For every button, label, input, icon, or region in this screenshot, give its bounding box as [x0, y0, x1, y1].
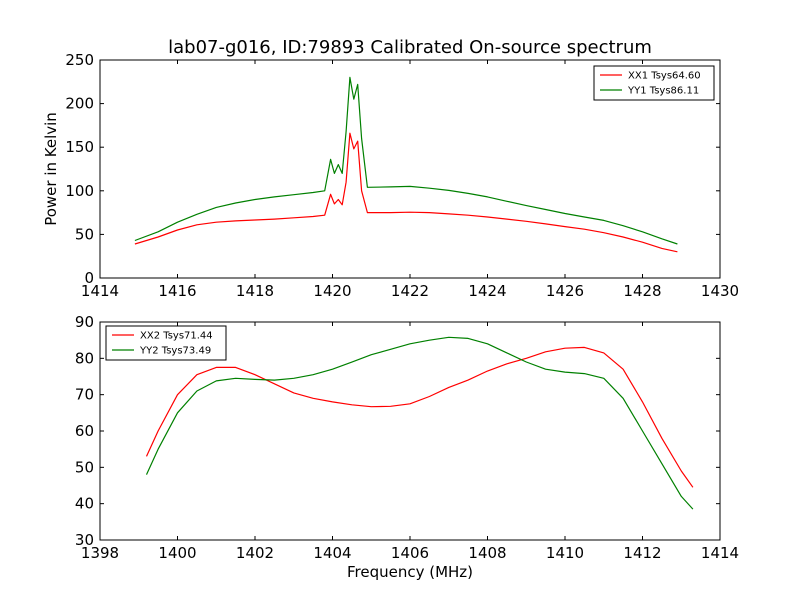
- top-legend-box: [593, 65, 715, 101]
- bottom-y-tick-label: 50: [75, 458, 94, 476]
- plot-bottom-series: [145, 336, 694, 510]
- top-y-tick-label: 0: [84, 269, 94, 287]
- bottom-legend-box: [105, 325, 227, 361]
- top-y-tick-label: 250: [65, 51, 94, 69]
- top-x-tick-label: 1420: [313, 282, 351, 300]
- top-y-tick-label: 100: [65, 182, 94, 200]
- plot-bottom: 1398 1400 1402 1404 1406 1408 1410 1412 1414 30 40…: [75, 313, 739, 581]
- bottom-x-tick-label: 1406: [391, 544, 429, 562]
- bottom-x-tick-label: 1404: [313, 544, 351, 562]
- bottom-series-2-line: [145, 336, 694, 510]
- top-legend-label: YY1 Tsys86.11: [627, 86, 699, 97]
- bottom-y-tick-label: 30: [75, 531, 94, 549]
- bottom-x-tick-label: 1408: [468, 544, 506, 562]
- plot-bottom-x-axis-label: Frequency (MHz): [347, 563, 473, 581]
- top-series-2-line: [134, 76, 678, 245]
- plot-top-ticks: 1414 1416 1418 1420 1422 1424 1426 1428 1430 0 50 1…: [65, 51, 739, 300]
- bottom-x-tick-label: 1414: [701, 544, 739, 562]
- bottom-x-tick-label: 1402: [236, 544, 274, 562]
- top-y-tick-label: 200: [65, 95, 94, 113]
- plot-top-legend: XX1 Tsys64.60 YY1 Tsys86.11: [593, 65, 715, 101]
- bottom-legend-label: XX2 Tsys71.44: [140, 331, 213, 342]
- top-y-tick-label: 150: [65, 138, 94, 156]
- top-x-tick-label: 1418: [236, 282, 274, 300]
- bottom-x-tick-label: 1398: [81, 544, 119, 562]
- top-series-1-line: [134, 132, 678, 253]
- top-x-tick-label: 1424: [468, 282, 506, 300]
- plot-top-axes-frame: [99, 59, 721, 279]
- top-x-tick-label: 1426: [546, 282, 584, 300]
- top-x-tick-label: 1414: [81, 282, 119, 300]
- bottom-y-tick-label: 40: [75, 495, 94, 513]
- plot-bottom-ticks: 1398 1400 1402 1404 1406 1408 1410 1412 1414 30 40…: [75, 313, 739, 562]
- bottom-series-1-line: [145, 346, 694, 488]
- top-x-tick-label: 1428: [623, 282, 661, 300]
- bottom-legend-label: YY2 Tsys73.49: [139, 346, 211, 357]
- plot-top-series: [134, 76, 678, 253]
- bottom-y-tick-label: 90: [75, 313, 94, 331]
- top-x-tick-label: 1416: [158, 282, 196, 300]
- plot-top: 1414 1416 1418 1420 1422 1424 1426 1428 1430 0 50 1…: [42, 51, 739, 300]
- bottom-y-tick-label: 70: [75, 386, 94, 404]
- top-legend-label: XX1 Tsys64.60: [628, 71, 701, 82]
- bottom-y-tick-label: 60: [75, 422, 94, 440]
- plot-bottom-axes-frame: [99, 321, 721, 541]
- bottom-x-tick-label: 1412: [623, 544, 661, 562]
- bottom-x-tick-label: 1410: [546, 544, 584, 562]
- plot-top-y-axis-label: Power in Kelvin: [42, 112, 60, 226]
- top-x-tick-label: 1430: [701, 282, 739, 300]
- top-y-tick-label: 50: [75, 225, 94, 243]
- plot-bottom-legend: XX2 Tsys71.44 YY2 Tsys73.49: [105, 325, 227, 361]
- figure-title: lab07-g016, ID:79893 Calibrated On-sourc…: [168, 37, 652, 58]
- top-x-tick-label: 1422: [391, 282, 429, 300]
- bottom-x-tick-label: 1400: [158, 544, 196, 562]
- bottom-y-tick-label: 80: [75, 349, 94, 367]
